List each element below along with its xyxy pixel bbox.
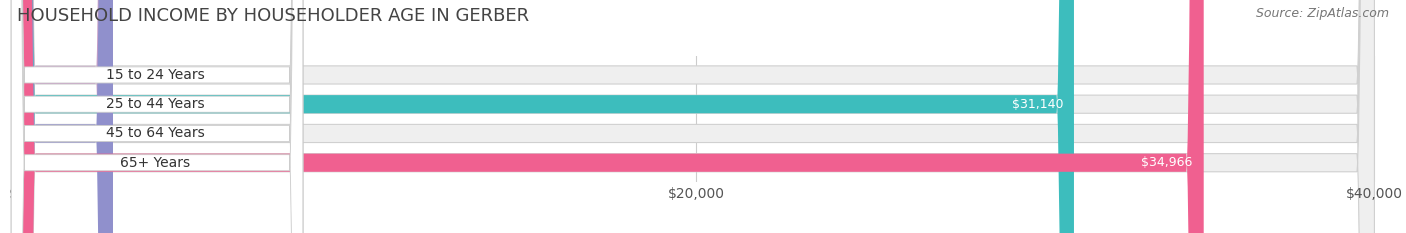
FancyBboxPatch shape — [18, 0, 112, 233]
FancyBboxPatch shape — [18, 0, 1375, 233]
FancyBboxPatch shape — [18, 0, 1375, 233]
FancyBboxPatch shape — [11, 0, 302, 233]
Text: 45 to 64 Years: 45 to 64 Years — [105, 127, 204, 140]
FancyBboxPatch shape — [18, 0, 1204, 233]
FancyBboxPatch shape — [11, 0, 302, 233]
Text: 25 to 44 Years: 25 to 44 Years — [105, 97, 204, 111]
FancyBboxPatch shape — [18, 0, 112, 233]
Text: HOUSEHOLD INCOME BY HOUSEHOLDER AGE IN GERBER: HOUSEHOLD INCOME BY HOUSEHOLDER AGE IN G… — [17, 7, 529, 25]
Text: $0: $0 — [129, 127, 145, 140]
FancyBboxPatch shape — [18, 0, 1375, 233]
Text: $31,140: $31,140 — [1012, 98, 1063, 111]
FancyBboxPatch shape — [18, 0, 1074, 233]
Text: $0: $0 — [129, 69, 145, 82]
Text: $34,966: $34,966 — [1142, 156, 1192, 169]
FancyBboxPatch shape — [18, 0, 1375, 233]
FancyBboxPatch shape — [11, 0, 302, 233]
Text: Source: ZipAtlas.com: Source: ZipAtlas.com — [1256, 7, 1389, 20]
Text: 15 to 24 Years: 15 to 24 Years — [105, 68, 204, 82]
FancyBboxPatch shape — [11, 0, 302, 233]
Text: 65+ Years: 65+ Years — [120, 156, 190, 170]
